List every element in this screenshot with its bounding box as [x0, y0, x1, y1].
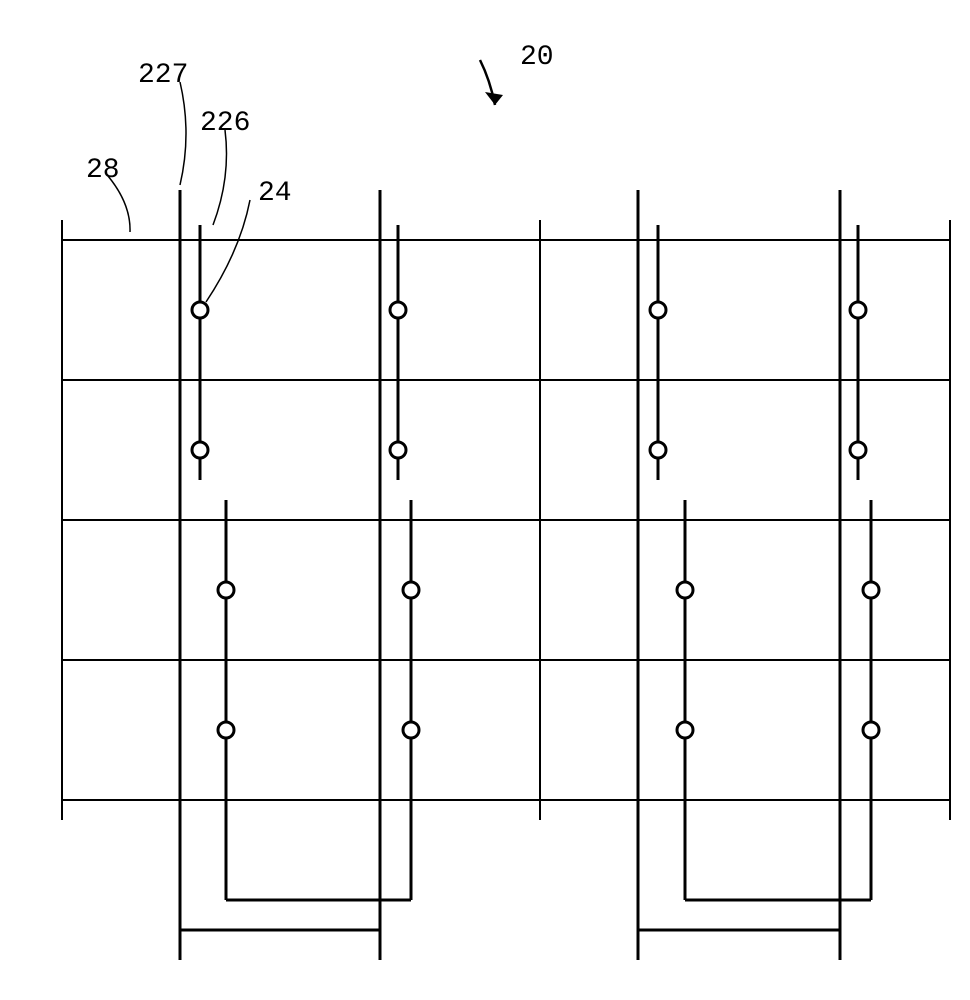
diagram-svg — [0, 0, 970, 1000]
node-circle — [677, 582, 693, 598]
callout-label: 24 — [258, 178, 292, 209]
callout-label: 20 — [520, 42, 554, 73]
node-circle — [403, 722, 419, 738]
node-circle — [192, 442, 208, 458]
node-circle — [863, 722, 879, 738]
callout-label: 227 — [138, 60, 188, 91]
node-circle — [650, 302, 666, 318]
node-circle — [218, 582, 234, 598]
callout-label: 226 — [200, 108, 250, 139]
node-circle — [850, 442, 866, 458]
node-circle — [192, 302, 208, 318]
node-circle — [218, 722, 234, 738]
node-circle — [677, 722, 693, 738]
node-circle — [390, 442, 406, 458]
callout-label: 28 — [86, 155, 120, 186]
node-circle — [850, 302, 866, 318]
node-circle — [863, 582, 879, 598]
diagram-canvas: 20 227 28 226 24 — [0, 0, 970, 1000]
node-circle — [403, 582, 419, 598]
node-circle — [650, 442, 666, 458]
node-circle — [390, 302, 406, 318]
